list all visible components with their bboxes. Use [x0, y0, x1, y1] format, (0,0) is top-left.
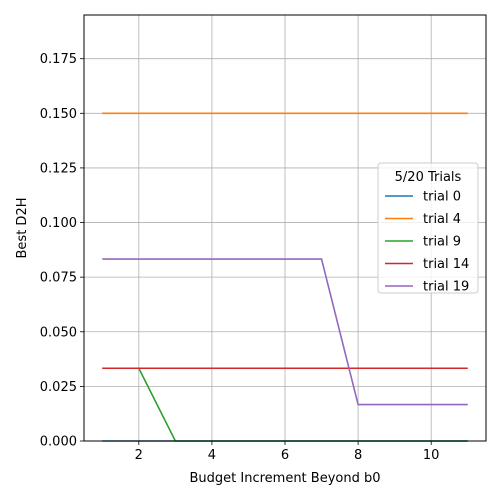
y-tick-label: 0.125: [40, 161, 77, 176]
x-tick-label: 10: [423, 448, 440, 463]
legend-title: 5/20 Trials: [395, 170, 462, 185]
legend-entry-label: trial 4: [423, 212, 461, 227]
legend-entry-label: trial 9: [423, 235, 461, 250]
y-tick-label: 0.150: [40, 107, 77, 122]
x-tick-label: 6: [281, 448, 289, 463]
series-line-trial-19: [102, 258, 468, 406]
x-axis-label: Budget Increment Beyond b0: [189, 471, 380, 486]
y-tick-label: 0.100: [40, 216, 77, 231]
axis-ticks: 2 4 6 8 10 0.000 0.025 0.050 0.075 0.100 0.125 0.15…: [40, 52, 440, 463]
x-tick-label: 4: [208, 448, 216, 463]
y-axis-label: Best D2H: [15, 198, 30, 259]
y-tick-label: 0.175: [40, 52, 77, 67]
x-tick-label: 2: [135, 448, 143, 463]
y-tick-label: 0.000: [40, 435, 77, 450]
legend-entry-label: trial 14: [423, 257, 469, 272]
y-tick-label: 0.075: [40, 271, 77, 286]
legend-entry-label: trial 19: [423, 280, 469, 295]
legend-entry-label: trial 0: [423, 190, 461, 205]
x-tick-label: 8: [354, 448, 362, 463]
y-tick-label: 0.025: [40, 380, 77, 395]
y-tick-label: 0.050: [40, 325, 77, 340]
legend: 5/20 Trials trial 0 trial 4 trial 9 trial 1…: [377, 162, 479, 295]
